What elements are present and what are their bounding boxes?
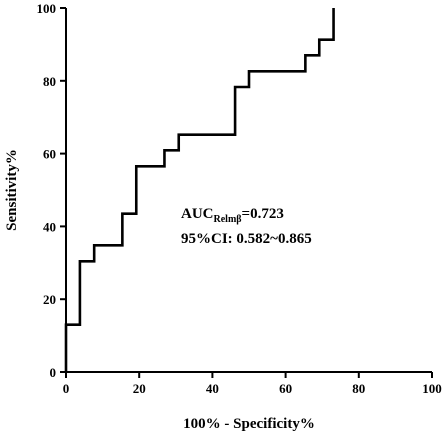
roc-curve: [64, 8, 335, 372]
auc-annotation: AUCRelmβ=0.723: [181, 206, 284, 225]
auc-subscript: Relmβ: [214, 214, 242, 225]
ticks: 0 20 40 60 80 100 0 20 40 60 80 100: [37, 1, 442, 396]
x-tick-label: 40: [206, 381, 219, 396]
y-tick-label: 60: [43, 147, 56, 162]
axes: [65, 8, 432, 373]
x-axis-title: 100% - Specificity%: [183, 416, 315, 432]
y-axis-title: Sensitivity%: [4, 149, 20, 231]
y-tick-label: 0: [50, 365, 57, 380]
x-tick-label: 100: [422, 381, 442, 396]
x-tick-label: 0: [63, 381, 70, 396]
x-tick-label: 20: [133, 381, 146, 396]
y-tick-label: 80: [43, 74, 56, 89]
y-tick-label: 100: [37, 1, 57, 16]
x-tick-label: 80: [352, 381, 365, 396]
y-tick-label: 20: [43, 292, 56, 307]
auc-value-text: =0.723: [242, 206, 284, 222]
auc-main-text: AUC: [181, 206, 214, 222]
x-tick-label: 60: [279, 381, 292, 396]
y-tick-label: 40: [43, 219, 56, 234]
ci-annotation: 95%CI: 0.582~0.865: [181, 231, 312, 247]
